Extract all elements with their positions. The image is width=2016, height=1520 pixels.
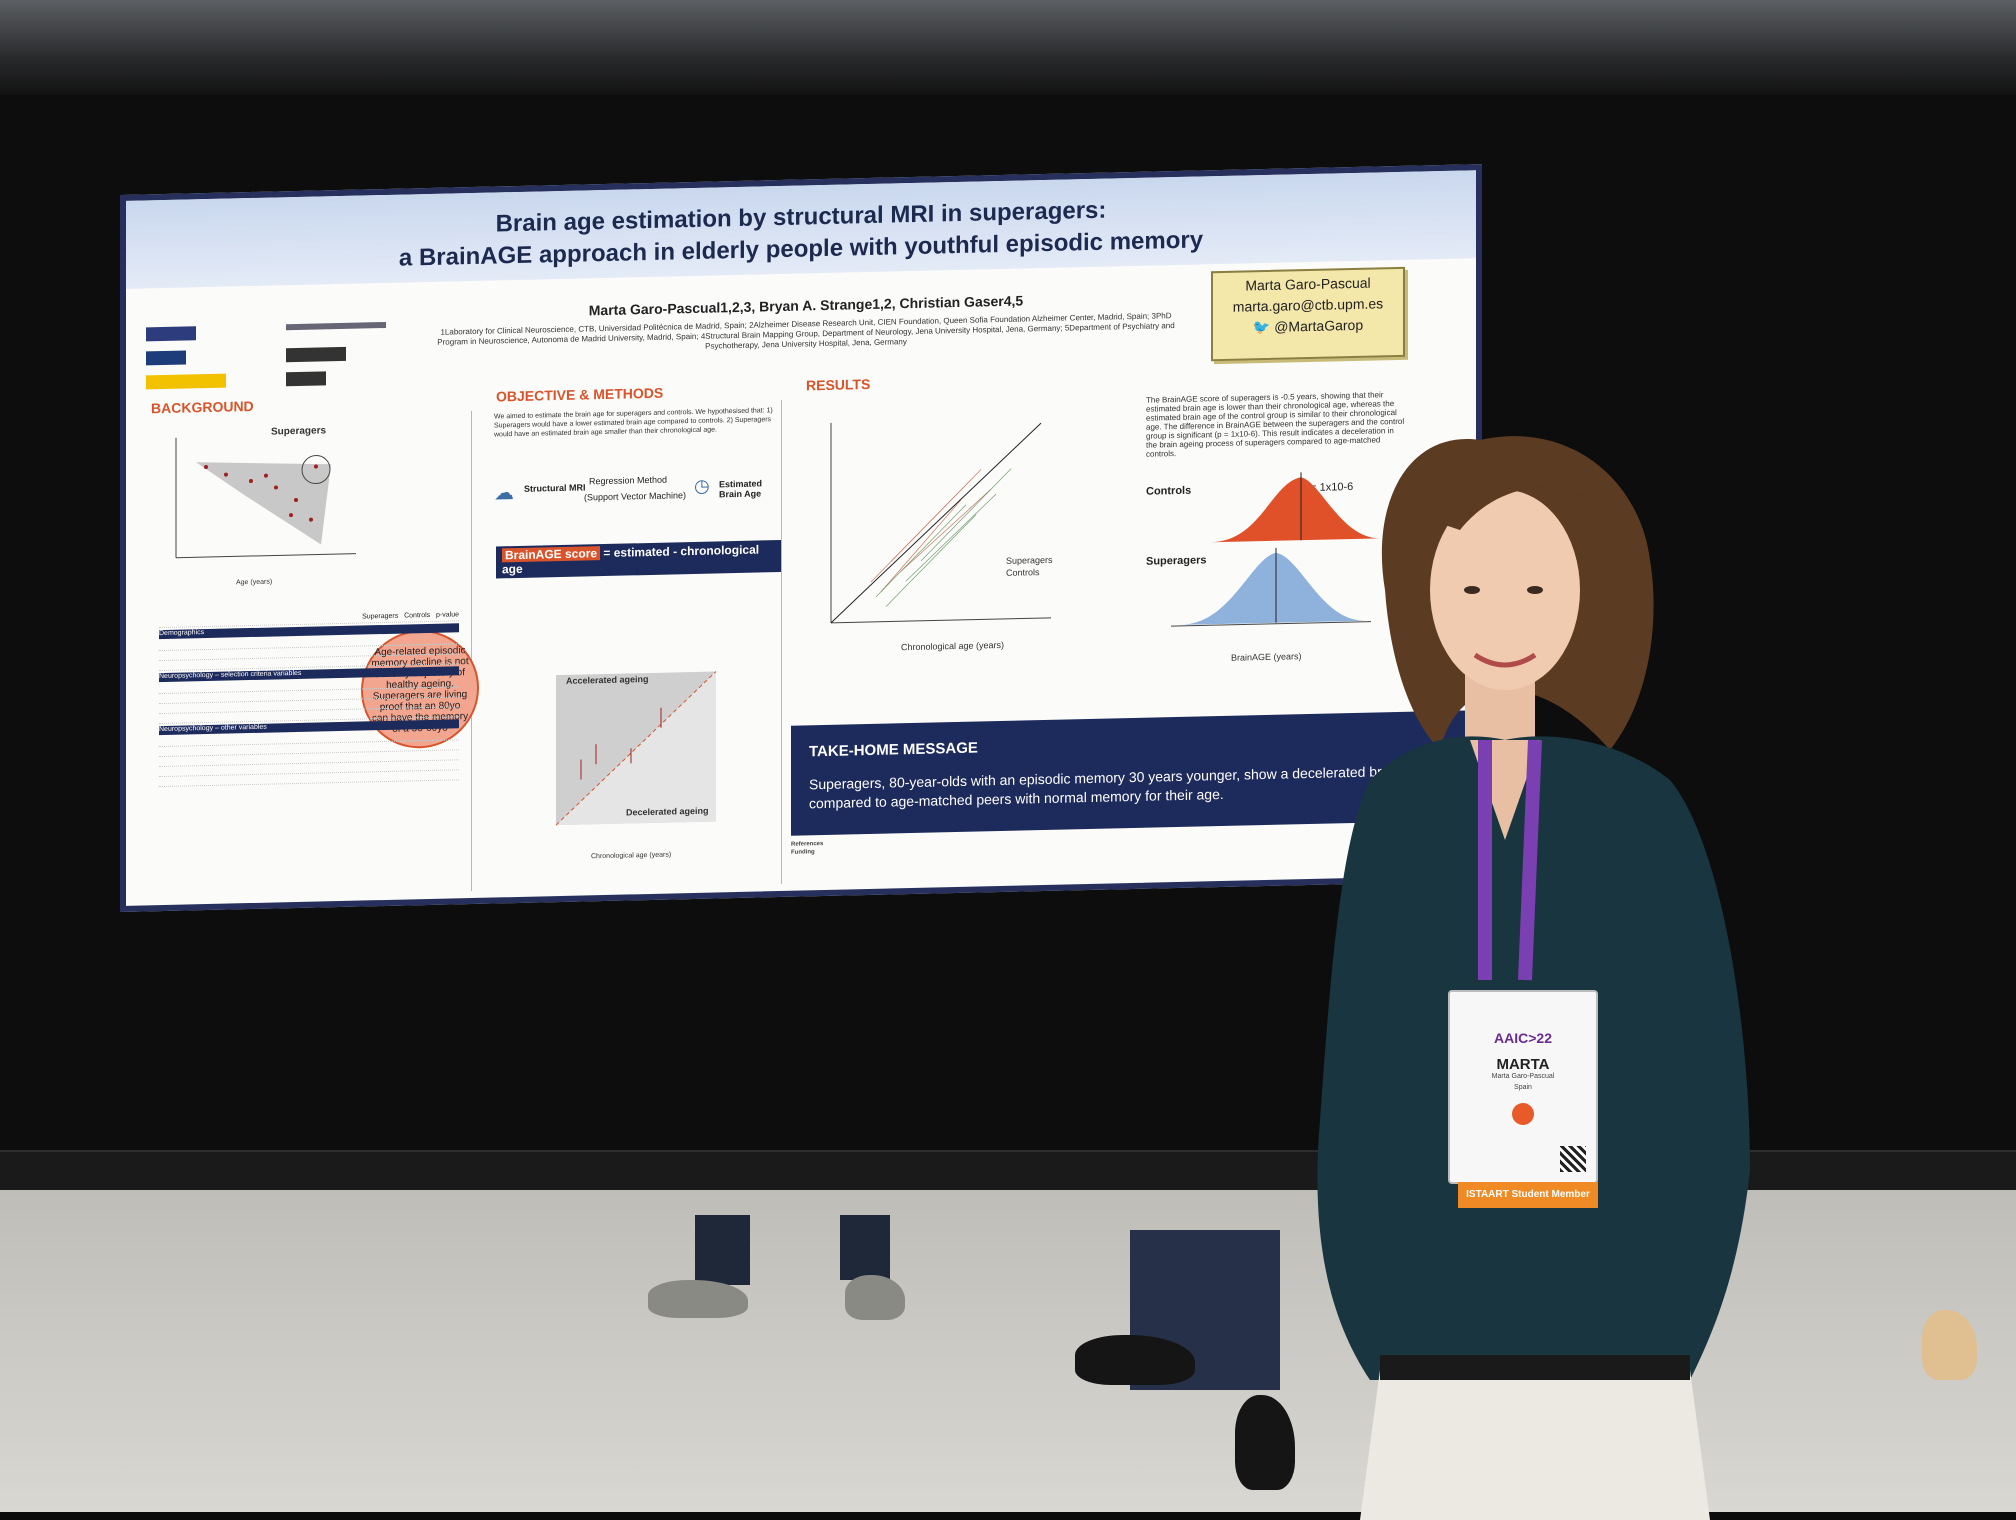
ageing-x-label: Chronological age (years) bbox=[591, 851, 672, 861]
scatter-x-label: Chronological age (years) bbox=[901, 639, 1005, 653]
contact-twitter: 🐦 @MartaGarop bbox=[1252, 316, 1364, 336]
decelerated-label: Decelerated ageing bbox=[626, 805, 709, 818]
pipeline-input: Structural MRI bbox=[524, 482, 586, 494]
sandal bbox=[1922, 1310, 1977, 1380]
badge-name: MARTA bbox=[1496, 1056, 1550, 1073]
brainage-formula: BrainAGE score = estimated - chronologic… bbox=[496, 539, 781, 579]
memory-age-scatter bbox=[175, 437, 356, 559]
takehome-heading: TAKE-HOME MESSAGE bbox=[809, 739, 978, 761]
qr-code-icon bbox=[1560, 1146, 1586, 1172]
badge-full-name: Marta Garo-Pascual bbox=[1491, 1073, 1555, 1080]
ministry-logo bbox=[146, 350, 186, 366]
shoe bbox=[1235, 1395, 1295, 1490]
pipeline-method-sub: (Support Vector Machine) bbox=[584, 490, 687, 503]
contact-box: Marta Garo-Pascual marta.garo@ctb.upm.es… bbox=[1211, 266, 1405, 362]
demographics-table: Superagers Controls p-value Demographics… bbox=[159, 611, 459, 788]
legend-controls: Controls bbox=[1006, 567, 1040, 578]
results-heading: RESULTS bbox=[806, 375, 871, 394]
research-poster: Brain age estimation by structural MRI i… bbox=[120, 164, 1482, 912]
contact-email: marta.garo@ctb.upm.es bbox=[1232, 295, 1384, 315]
memory-plot-x-label: Age (years) bbox=[236, 578, 273, 587]
ctb-logo bbox=[286, 371, 326, 387]
twitter-icon: 🐦 bbox=[1252, 318, 1275, 336]
shoe bbox=[648, 1280, 748, 1318]
shoe bbox=[845, 1275, 905, 1320]
pipeline-output: Estimated Brain Age bbox=[719, 478, 763, 500]
background-heading: BACKGROUND bbox=[151, 397, 254, 417]
pipeline-method: Regression Method bbox=[589, 474, 668, 487]
badge-country: Spain bbox=[1514, 1084, 1532, 1091]
results-area: Superagers Controls Chronological age (y… bbox=[791, 378, 1482, 724]
person-legs-left-2 bbox=[840, 1215, 890, 1280]
eu-logo bbox=[146, 326, 196, 342]
jena-logo bbox=[286, 321, 386, 331]
accelerated-label: Accelerated ageing bbox=[566, 674, 649, 686]
background-column: Superagers Age (years) Age-related episo… bbox=[141, 411, 479, 899]
superagers-distribution bbox=[1171, 547, 1371, 627]
person-legs-left bbox=[695, 1215, 750, 1285]
methods-intro: We aimed to estimate the brain age for s… bbox=[494, 407, 773, 439]
conference-badge: AAIC>22 MARTA Marta Garo-Pascual Spain bbox=[1448, 990, 1598, 1184]
brain-icon: ☁ bbox=[494, 482, 514, 505]
uam-logo bbox=[286, 346, 346, 363]
methods-heading: OBJECTIVE & METHODS bbox=[496, 384, 664, 405]
pipeline-diagram: ☁ Structural MRI Regression Method (Supp… bbox=[494, 470, 779, 516]
funding-logo bbox=[146, 373, 226, 390]
contact-name: Marta Garo-Pascual bbox=[1245, 274, 1371, 294]
institution-logos bbox=[146, 309, 416, 395]
istaart-ribbon: ISTAART Student Member bbox=[1458, 1182, 1598, 1208]
badge-dot-icon bbox=[1512, 1103, 1534, 1125]
legend-superagers: Superagers bbox=[1006, 554, 1053, 566]
methods-column: We aimed to estimate the brain age for s… bbox=[486, 399, 782, 891]
controls-distribution bbox=[1211, 472, 1381, 543]
controls-dist-label: Controls bbox=[1146, 484, 1192, 498]
superagers-plot-label: Superagers bbox=[271, 425, 327, 438]
brain-age-scatter bbox=[830, 422, 1051, 624]
ageing-diagram bbox=[555, 671, 717, 826]
ceiling bbox=[0, 0, 2016, 95]
clock-icon: ◷ bbox=[694, 475, 710, 496]
conference-name: AAIC>22 bbox=[1494, 1030, 1552, 1046]
shoe bbox=[1075, 1335, 1195, 1385]
presenter bbox=[1317, 436, 1750, 1520]
